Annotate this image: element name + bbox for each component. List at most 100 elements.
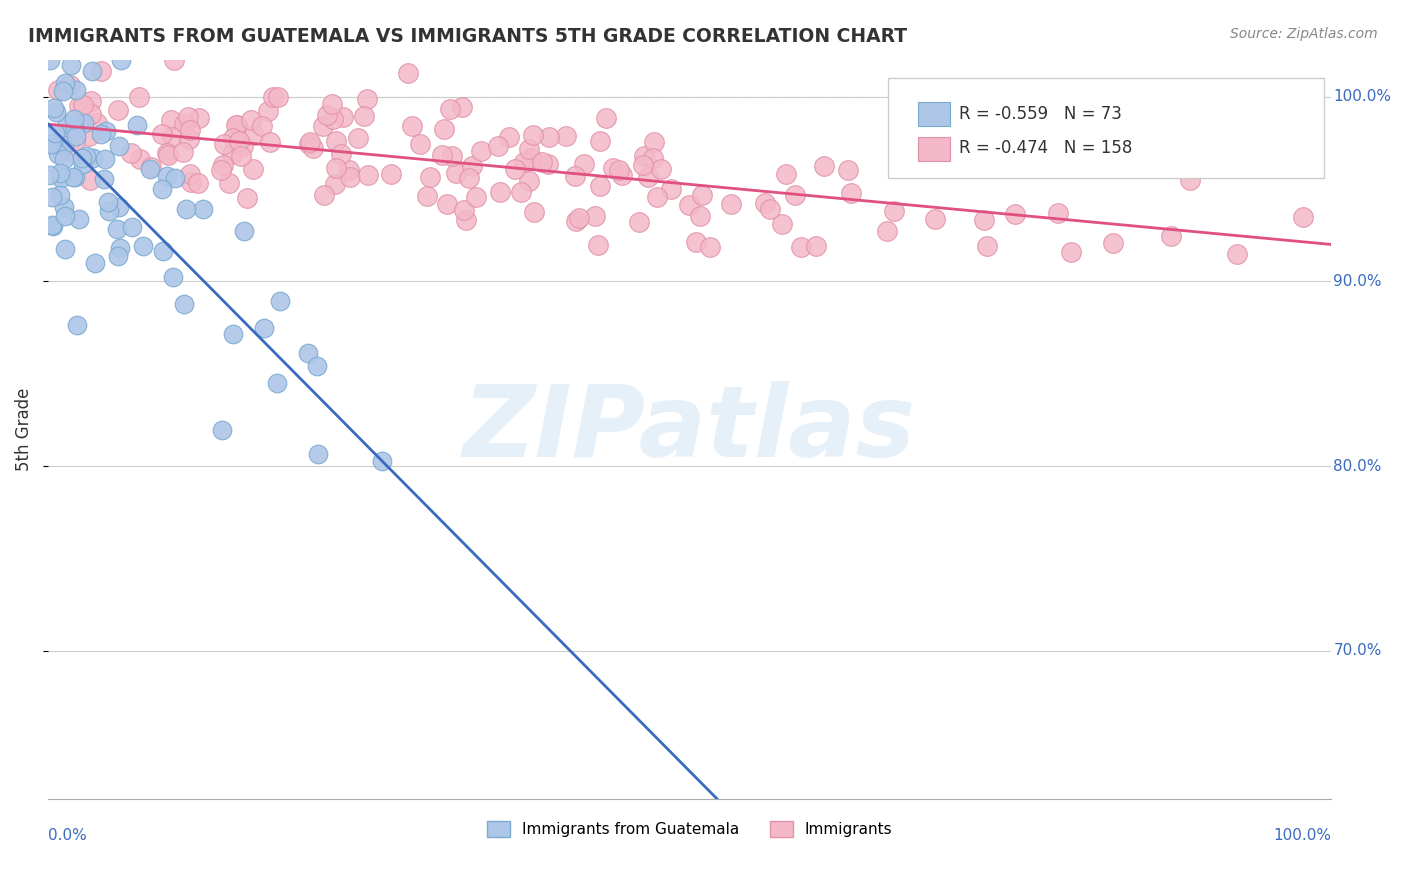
Point [269,293,291,308]
Point [42,219,65,234]
Point [222,130,245,145]
Point [1160,228,1182,243]
Point [458,171,481,186]
Point [789,240,811,254]
Point [107,249,129,263]
Point [720,197,742,211]
Point [98,204,121,219]
Point [298,136,321,151]
Point [162,270,184,285]
Point [538,130,561,145]
Point [503,162,526,177]
Point [53,243,76,257]
Point [233,224,256,238]
Text: 0.0%: 0.0% [48,829,87,844]
Point [312,188,335,202]
Point [371,454,394,468]
Point [59,143,82,157]
Y-axis label: 5th Grade: 5th Grade [15,387,32,471]
Point [79,173,101,187]
Point [53,209,76,223]
Point [257,103,280,118]
Point [783,188,806,202]
Point [63,122,86,136]
Point [70,151,93,165]
Point [90,63,112,78]
Point [325,161,347,176]
Point [876,224,898,238]
Point [65,128,87,143]
Point [107,139,129,153]
Point [162,130,184,145]
Point [212,158,235,172]
Point [42,136,65,151]
Text: 90.0%: 90.0% [1333,274,1382,289]
Point [321,97,343,112]
Point [82,151,104,165]
Point [45,104,67,119]
Point [41,190,63,204]
Point [191,202,214,217]
Point [976,238,998,252]
Point [522,128,544,143]
Point [132,239,155,253]
Point [329,147,352,161]
Point [509,185,531,199]
Point [156,146,179,161]
Point [307,447,329,461]
Point [225,119,247,133]
Point [90,127,112,141]
Point [643,136,665,150]
Point [564,169,586,183]
Point [267,90,290,104]
Point [67,212,90,227]
Point [637,169,659,184]
Point [177,132,200,146]
Point [1004,207,1026,221]
Point [105,221,128,235]
Point [262,90,284,104]
Point [187,112,209,126]
Point [610,168,633,182]
Point [62,112,84,126]
Bar [918,103,950,126]
Point [440,149,463,163]
Point [416,188,439,202]
Point [589,179,612,194]
Point [602,161,624,176]
Point [84,256,107,270]
Point [461,159,484,173]
Point [173,297,195,311]
Point [356,92,378,106]
Text: 100.0%: 100.0% [1333,89,1392,104]
Point [513,155,536,169]
Point [152,244,174,258]
Point [128,90,150,104]
Point [813,159,835,173]
Point [517,142,540,156]
Point [347,130,370,145]
Text: ZIPatlas: ZIPatlas [463,381,917,478]
Point [38,53,60,67]
Point [138,161,160,176]
Point [108,200,131,214]
Point [44,126,66,140]
Point [627,215,650,229]
Point [141,160,163,174]
Point [568,211,591,226]
Point [49,166,72,180]
Point [1102,235,1125,250]
Point [650,161,672,176]
Point [973,213,995,227]
Point [537,157,560,171]
Point [432,121,454,136]
Point [643,151,665,165]
Point [488,185,510,199]
Point [72,98,94,112]
FancyBboxPatch shape [889,78,1324,178]
Point [453,202,475,217]
Point [678,197,700,211]
Point [179,167,201,181]
Point [555,129,578,144]
Point [298,135,321,149]
